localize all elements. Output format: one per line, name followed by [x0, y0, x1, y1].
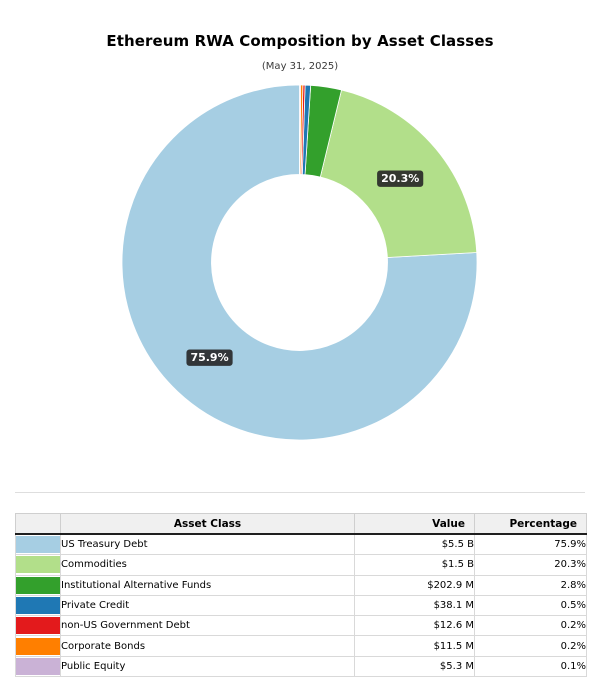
- swatch-cell: [15, 594, 61, 617]
- legend-swatch: [16, 657, 60, 675]
- legend-swatch: [16, 637, 60, 655]
- value-cell: $5.5 B: [354, 533, 475, 556]
- pct-label-bg: [186, 349, 233, 366]
- col-header-asset-class: Asset Class: [60, 513, 355, 535]
- pie-slice-public-equity: [299, 84, 302, 175]
- swatch-cell: [15, 533, 61, 556]
- value-cell: $1.5 B: [354, 554, 475, 576]
- asset-class-cell: Corporate Bonds: [60, 635, 355, 657]
- asset-table-body: US Treasury Debt $5.5 B 75.9% Commodities $1…: [15, 533, 587, 678]
- percentage-cell: 0.1%: [474, 655, 587, 678]
- asset-table-header: Asset Class Value Percentage: [15, 513, 587, 535]
- table-row-corporate-bonds: Corporate Bonds $11.5 M 0.2%: [15, 635, 587, 657]
- percentage-cell: 20.3%: [474, 554, 587, 576]
- col-header-percentage: Percentage: [474, 513, 587, 535]
- value-cell: $202.9 M: [354, 574, 475, 596]
- svg-text:75.9%: 75.9%: [190, 351, 228, 364]
- swatch-cell: [15, 574, 61, 596]
- legend-swatch: [16, 576, 60, 594]
- svg-text:20.3%: 20.3%: [381, 172, 419, 185]
- swatch-cell: [15, 635, 61, 657]
- swatch-cell: [15, 615, 61, 637]
- table-row-private-credit: Private Credit $38.1 M 0.5%: [15, 594, 587, 617]
- asset-table: Asset Class Value Percentage US Treasury…: [15, 513, 587, 678]
- swatch-cell: [15, 655, 61, 678]
- header-row: Asset Class Value Percentage: [15, 513, 587, 535]
- swatch-cell: [15, 554, 61, 576]
- chart-subtitle: (May 31, 2025): [261, 61, 339, 72]
- table-row-commodities: Commodities $1.5 B 20.3%: [15, 554, 587, 576]
- legend-swatch: [16, 617, 60, 635]
- percentage-cell: 75.9%: [474, 533, 587, 556]
- col-header-value: Value: [354, 513, 475, 535]
- table-row-non-us-government-debt: non-US Government Debt $12.6 M 0.2%: [15, 615, 587, 637]
- asset-class-cell: Private Credit: [60, 594, 355, 617]
- asset-class-cell: Commodities: [60, 554, 355, 576]
- value-cell: $5.3 M: [354, 655, 475, 678]
- pct-label-bg: [377, 170, 424, 187]
- table-row-public-equity: Public Equity $5.3 M 0.1%: [15, 655, 587, 678]
- pct-label-commodities: 20.3%: [377, 170, 424, 187]
- asset-class-cell: Institutional Alternative Funds: [60, 574, 355, 596]
- chart-title: Ethereum RWA Composition by Asset Classe…: [106, 32, 494, 50]
- donut-chart: 75.9% 20.3%: [121, 84, 478, 441]
- value-cell: $12.6 M: [354, 615, 475, 637]
- legend-swatch: [16, 556, 60, 574]
- asset-class-cell: non-US Government Debt: [60, 615, 355, 637]
- value-cell: $38.1 M: [354, 594, 475, 617]
- percentage-cell: 0.2%: [474, 615, 587, 637]
- table-row-us-treasury-debt: US Treasury Debt $5.5 B 75.9%: [15, 533, 587, 556]
- asset-class-cell: Public Equity: [60, 655, 355, 678]
- legend-swatch: [16, 536, 60, 554]
- percentage-cell: 0.5%: [474, 594, 587, 617]
- percentage-cell: 0.2%: [474, 635, 587, 657]
- asset-class-cell: US Treasury Debt: [60, 533, 355, 556]
- legend-swatch: [16, 597, 60, 615]
- col-header-swatch: [15, 513, 61, 535]
- chart-table-divider: [15, 492, 585, 493]
- pct-label-us-treasury-debt: 75.9%: [186, 349, 233, 366]
- percentage-cell: 2.8%: [474, 574, 587, 596]
- value-cell: $11.5 M: [354, 635, 475, 657]
